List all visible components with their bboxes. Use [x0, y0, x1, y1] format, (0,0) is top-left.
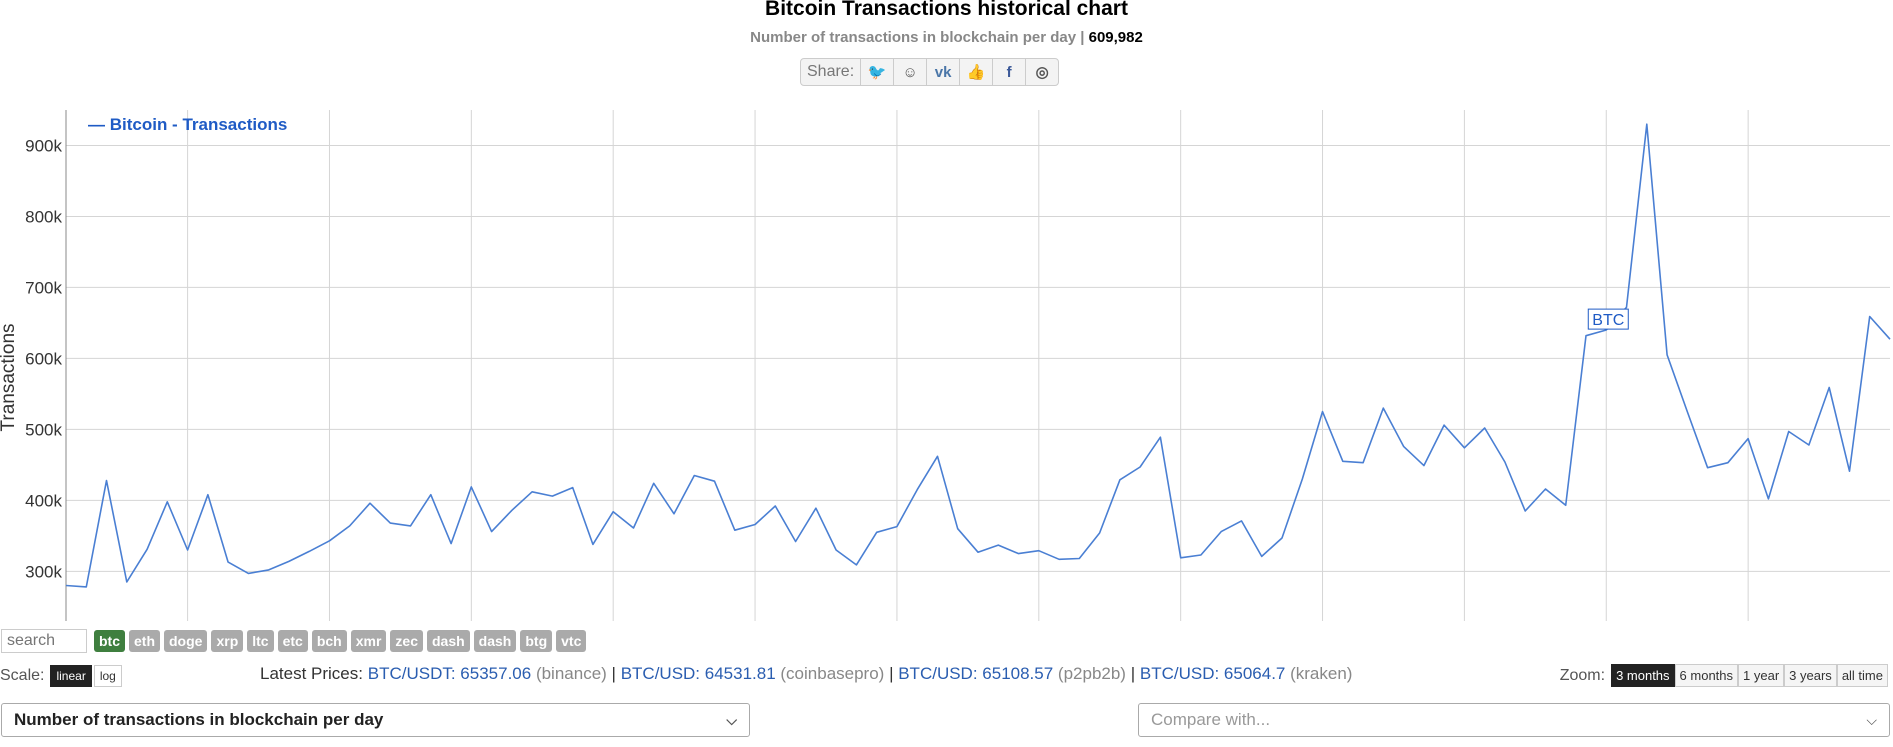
like-icon[interactable]: 👍 — [960, 59, 994, 85]
price-pair[interactable]: BTC/USD: 65064.7 — [1139, 664, 1286, 683]
y-tick-label: 900k — [25, 136, 62, 155]
coin-button-bch[interactable]: bch — [311, 630, 347, 652]
coin-button-dash[interactable]: dash — [426, 630, 470, 652]
coin-button-vtc[interactable]: vtc — [556, 630, 587, 652]
y-tick-label: 700k — [25, 278, 62, 297]
weibo-icon[interactable]: ◎ — [1035, 64, 1049, 81]
x-tick-label: 25 Feb — [445, 627, 498, 630]
x-tick-label: 21 Apr — [1582, 627, 1631, 630]
chevron-down-icon: ⌵ — [1866, 711, 1877, 728]
scale-linear-button[interactable]: linear — [50, 665, 92, 687]
series-line-bitcoin-transactions — [65, 123, 1891, 588]
price-exchange: (binance) — [535, 664, 607, 683]
price-pair[interactable]: BTC/USD: 64531.81 — [620, 664, 776, 683]
price-separator: | — [884, 664, 899, 683]
scale-log-button[interactable]: log — [93, 665, 122, 687]
twitter-icon[interactable]: 🐦 — [861, 59, 895, 85]
price-exchange: (p2pb2b) — [1057, 664, 1126, 683]
y-tick-label: 600k — [25, 349, 62, 368]
price-separator: | — [606, 664, 621, 683]
annotation-label: BTC — [1592, 312, 1624, 329]
x-tick-label: 28 Apr — [1724, 627, 1773, 630]
scale-label: Scale: — [0, 667, 45, 684]
compare-select[interactable]: Compare with... ⌵ — [1138, 703, 1890, 737]
x-tick-label: 17 Mar — [870, 627, 923, 630]
vk-icon[interactable]: vk — [927, 59, 961, 85]
x-tick-label: 18 Feb — [303, 627, 356, 630]
zoom-6-months-button[interactable]: 6 months — [1674, 664, 1739, 687]
coin-button-btg[interactable]: btg — [520, 630, 553, 652]
annotation-box — [1587, 308, 1629, 330]
zoom-all-time-button[interactable]: all time — [1836, 664, 1888, 687]
coin-button-btc[interactable]: btc — [94, 630, 125, 652]
coin-search-input[interactable] — [1, 629, 87, 653]
x-tick-label: 03 Mar — [587, 627, 640, 630]
metric-select-value: Number of transactions in blockchain per… — [14, 710, 384, 729]
price-pair[interactable]: BTC/USDT: 65357.06 — [367, 664, 532, 683]
share-label: Share: — [801, 59, 862, 85]
zoom-control: Zoom: 3 months 6 months 1 year 3 years all t… — [1560, 664, 1888, 687]
price-pair[interactable]: BTC/USD: 65108.57 — [898, 664, 1054, 683]
y-tick-label: 800k — [25, 207, 62, 226]
coin-button-doge[interactable]: doge — [164, 630, 208, 652]
y-tick-label: 400k — [25, 491, 62, 510]
zoom-3-months-button[interactable]: 3 months — [1611, 664, 1675, 687]
zoom-3-years-button[interactable]: 3 years — [1784, 664, 1837, 687]
scale-control: Scale: linear log — [0, 665, 122, 687]
coin-button-zec[interactable]: zec — [390, 630, 423, 652]
x-tick-label: 24 Mar — [1012, 627, 1065, 630]
legend-entry: — Bitcoin - Transactions — [88, 115, 287, 134]
subtitle-value: 609,982 — [1088, 29, 1143, 46]
coin-button-ltc[interactable]: ltc — [247, 630, 274, 652]
x-tick-label: 14 Apr — [1440, 627, 1489, 630]
coin-selector: btc eth doge xrp ltc etc bch xmr zec dash dash btg v… — [94, 630, 587, 652]
price-exchange: (kraken) — [1290, 664, 1353, 683]
chevron-down-icon: ⌵ — [726, 711, 737, 728]
page-title: Bitcoin Transactions historical chart — [765, 0, 1128, 20]
x-tick-label: 31 Mar — [1154, 627, 1207, 630]
coin-button-dash[interactable]: dash — [473, 630, 517, 652]
y-tick-label: 300k — [25, 562, 62, 581]
share-bar: Share: 🐦 ☺ vk 👍 f ◎ — [800, 58, 1060, 86]
subtitle-metric: Number of transactions in blockchain per… — [750, 29, 1077, 46]
x-tick-label: 10 Mar — [729, 627, 782, 630]
transactions-chart: 300k 400k 500k 600k 700k 800k 900k 11 Feb 18 Feb… — [0, 110, 1891, 630]
metric-select[interactable]: Number of transactions in blockchain per… — [1, 703, 750, 737]
y-axis-label: Transactions — [0, 323, 19, 431]
facebook-icon[interactable]: f — [993, 59, 1027, 85]
coin-button-eth[interactable]: eth — [129, 630, 160, 652]
coin-button-xmr[interactable]: xmr — [350, 630, 387, 652]
coin-button-etc[interactable]: etc — [277, 630, 308, 652]
coin-button-xrp[interactable]: xrp — [211, 630, 244, 652]
zoom-1-year-button[interactable]: 1 year — [1738, 664, 1785, 687]
latest-prices-label: Latest Prices: — [260, 664, 363, 683]
page-subtitle: Number of transactions in blockchain per… — [750, 29, 1143, 46]
reddit-icon[interactable]: ☺ — [894, 59, 928, 85]
x-tick-label: 07 Apr — [1298, 627, 1347, 630]
x-tick-label: 11 Feb — [162, 627, 214, 630]
price-exchange: (coinbasepro) — [780, 664, 885, 683]
zoom-label: Zoom: — [1559, 666, 1606, 684]
y-tick-label: 500k — [25, 420, 62, 439]
price-separator: | — [1125, 664, 1140, 683]
compare-select-placeholder: Compare with... — [1151, 710, 1271, 729]
latest-prices: Latest Prices: BTC/USDT: 65357.06 (binan… — [260, 664, 1352, 684]
